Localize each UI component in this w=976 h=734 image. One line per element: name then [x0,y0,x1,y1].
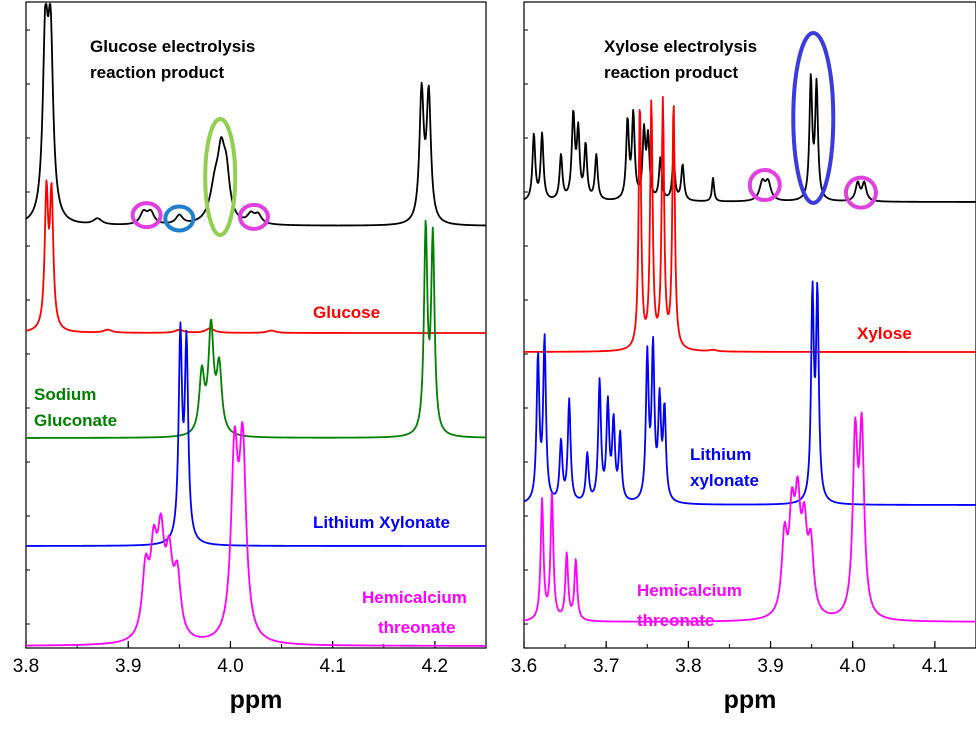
spectrum-line [25,219,487,439]
label-hemicalcium-r-1: Hemicalcium [637,581,742,600]
x-tick-label: 3.9 [115,656,141,677]
label-xylose-product-2: reaction product [604,63,738,82]
spectrum-line [523,95,976,353]
label-lithium-1: Lithium [690,445,751,464]
label-hemicalcium-r-2: threonate [637,611,714,630]
markers-right [747,31,878,210]
spectra-left [25,3,487,647]
x-tick-label: 4.1 [319,656,345,677]
highlight-marker [791,31,836,205]
label-lithium-xylonate: Lithium Xylonate [313,513,450,532]
spectra-right [523,73,976,623]
spectrum-line [25,421,487,647]
label-glucose: Glucose [313,303,380,322]
x-tick-label: 4.0 [840,656,866,677]
spectrum-line [25,179,487,334]
panel-glucose: 3.8 3.9 4.0 4.1 4.2 ppm Glucose electrolysis… [13,1,487,714]
panel-xylose: 3.6 3.7 3.8 3.9 4.0 4.1 ppm Xylose electrolys… [511,1,976,714]
spectrum-line [25,321,487,547]
spectrum-line [523,411,976,623]
x-tick-label: 4.1 [922,656,948,677]
label-xylose: Xylose [857,324,912,343]
x-tick-label: 3.9 [757,656,783,677]
x-tick-label: 4.2 [422,656,448,677]
x-axis-label-right: ppm [724,686,777,714]
x-tick-label: 3.8 [675,656,701,677]
label-xylose-product-1: Xylose electrolysis [604,37,757,56]
spectrum-line [25,3,487,227]
x-tick-label: 3.8 [13,656,39,677]
highlight-marker [203,117,238,237]
highlight-marker [843,175,878,210]
highlight-marker [747,168,782,203]
label-sodium-gluconate-1: Sodium [34,385,96,404]
highlight-marker [237,202,270,231]
x-tick-label: 3.7 [593,656,619,677]
highlight-marker [130,201,163,230]
spectrum-line [523,280,976,506]
label-glucose-product-1: Glucose electrolysis [90,37,255,56]
x-axis-label-left: ppm [230,686,283,714]
label-lithium-2: xylonate [690,471,759,490]
x-ticks-right: 3.6 3.7 3.8 3.9 4.0 4.1 [511,29,976,677]
label-hemicalcium-1: Hemicalcium [362,588,467,607]
plot-frame-right [523,1,976,649]
label-glucose-product-2: reaction product [90,63,224,82]
markers-left [130,117,270,237]
plot-frame-left [25,1,487,649]
label-sodium-gluconate-2: Gluconate [34,411,117,430]
x-tick-label: 4.0 [217,656,243,677]
label-hemicalcium-2: threonate [378,618,455,637]
spectrum-line [523,73,976,203]
x-tick-label: 3.6 [511,656,537,677]
highlight-marker [163,204,196,233]
